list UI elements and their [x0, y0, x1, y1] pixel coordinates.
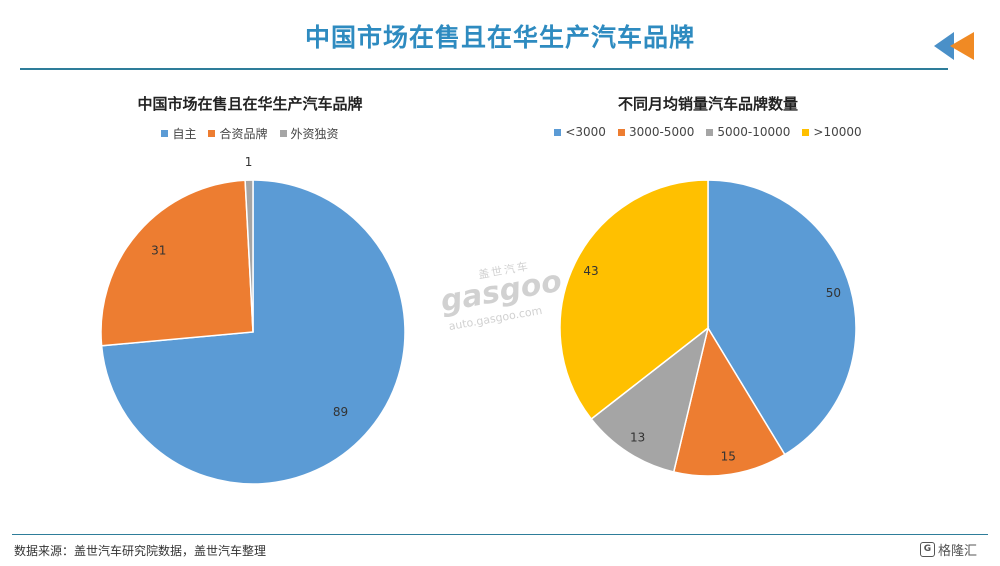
legend-swatch: [617, 128, 625, 136]
pie-chart: 89 31 1: [100, 155, 406, 485]
data-label-1: 15: [721, 450, 736, 464]
gelonghui-logo-text: 格隆汇: [938, 544, 978, 559]
legend-swatch: [706, 128, 714, 136]
data-source-note: 数据来源：盖世汽车研究院数据，盖世汽车整理: [14, 544, 267, 558]
legend-swatch: [161, 130, 169, 137]
legend-label: 合资品牌: [219, 127, 268, 141]
data-label-1: 31: [151, 243, 166, 257]
legend-item-1: 3000-5000: [617, 125, 695, 139]
legend-swatch: [802, 128, 810, 136]
legend-label: 5000-10000: [717, 125, 791, 139]
legend-label: 自主: [172, 127, 197, 141]
data-label-3: 43: [583, 264, 598, 278]
data-label-2: 13: [630, 431, 645, 445]
legend-label: >10000: [813, 125, 862, 139]
data-label-2: 1: [245, 155, 253, 169]
legend-item-0: 自主: [161, 125, 196, 142]
legend-item-2: 5000-10000: [706, 125, 790, 139]
data-label-0: 89: [333, 405, 348, 419]
legend-label: 外资独资: [290, 127, 339, 141]
legend-item-2: 外资独资: [279, 125, 339, 142]
legend-swatch: [279, 130, 287, 137]
legend-label: 3000-5000: [628, 125, 695, 139]
title-divider: [20, 68, 948, 70]
legend-label: <3000: [565, 125, 606, 139]
footer-divider: [12, 534, 988, 535]
legend-item-0: <3000: [554, 125, 606, 139]
pie-slice-0: [707, 179, 857, 456]
legend-swatch: [554, 128, 562, 136]
chart-legend: <3000 3000-5000 5000-10000 >10000: [458, 125, 958, 139]
pie-slice-3: [559, 179, 709, 421]
legend-item-1: 合资品牌: [208, 125, 268, 142]
chart-legend: 自主 合资品牌 外资独资: [0, 125, 500, 142]
legend-item-3: >10000: [802, 125, 862, 139]
brand-origin-chart: 中国市场在售且在华生产汽车品牌 自主 合资品牌 外资独资 89 31 1: [0, 88, 500, 508]
pie-slice-1: [100, 179, 254, 347]
chart-title: 中国市场在售且在华生产汽车品牌: [137, 95, 363, 113]
pie-slice-1: [672, 326, 786, 477]
gelonghui-logo-icon: G: [920, 542, 935, 557]
double-arrow-left-icon: [934, 32, 974, 60]
chart-title: 不同月均销量汽车品牌数量: [617, 95, 798, 113]
pie-slice-2: [590, 326, 710, 473]
monthly-sales-chart: 不同月均销量汽车品牌数量 <3000 3000-5000 5000-10000 >10…: [458, 88, 958, 508]
data-label-0: 50: [826, 286, 841, 300]
pie-slice-2: [244, 179, 254, 333]
gelonghui-logo: G 格隆汇: [920, 540, 977, 559]
legend-swatch: [208, 130, 216, 137]
pie-chart: 50 15 13 43: [559, 179, 857, 477]
gasgoo-watermark: 盖世汽车 gasgoo auto.gasgoo.com: [438, 260, 570, 334]
page-title: 中国市场在售且在华生产汽车品牌: [304, 23, 695, 52]
